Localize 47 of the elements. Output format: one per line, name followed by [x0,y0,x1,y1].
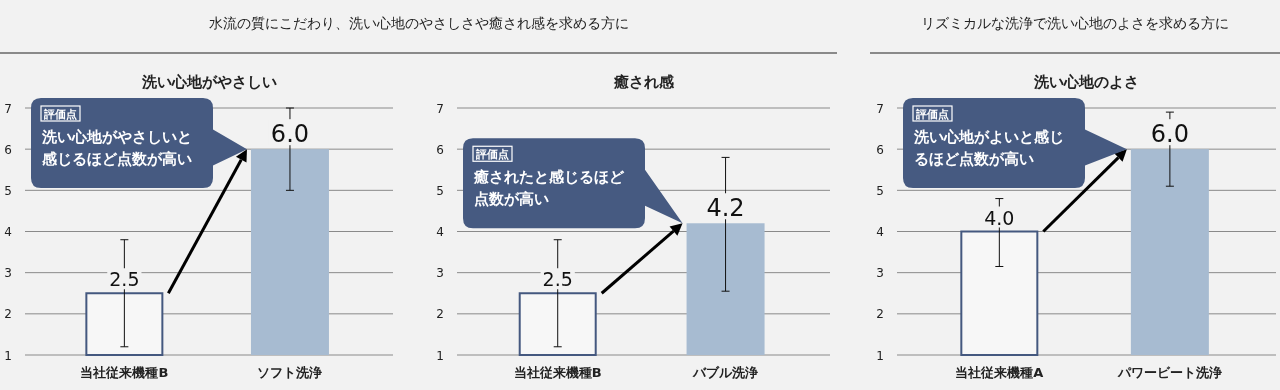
data-label: 6.0 [270,120,310,149]
data-label: 4.0 [984,206,1015,229]
y-tick-label: 7 [436,101,444,116]
y-tick-label: 5 [876,183,884,198]
callout: 評価点 癒されたと感じるほど点数が高い [463,138,683,229]
y-tick-label: 5 [436,183,444,198]
callout: 評価点 洗い心地がよいと感じるほど点数が高い [903,98,1127,188]
y-tick-label: 4 [4,225,12,239]
y-tick-label: 7 [876,101,884,116]
y-tick-label: 1 [436,348,444,363]
y-tick-label: 4 [436,225,444,239]
y-tick-label: 6 [876,142,884,157]
data-label: 6.0 [1150,120,1189,149]
chart-title: 癒され感 [612,73,675,91]
x-tick-label: パワービート洗浄 [1116,365,1222,380]
y-tick-label: 3 [436,266,444,281]
y-tick-label: 6 [436,142,444,157]
y-tick-label: 2 [876,307,884,322]
y-tick-label: 1 [876,348,884,363]
y-tick-label: 3 [876,266,884,281]
annotation: 評価点 [43,108,77,121]
annotation: 洗い心地がやさしいと感じるほど点数が高い [41,128,192,168]
chart-subtitle: 水流の質にこだわり、洗い心地のやさしさや癒され感を求める方に [208,15,629,31]
y-tick-label: 7 [4,101,12,116]
x-tick-label: 当社従来機種B [80,365,169,380]
y-tick-label: 4 [876,225,884,239]
y-tick-label: 2 [436,307,444,322]
chart-title: 洗い心地がやさしい [140,73,277,91]
y-tick-label: 2 [4,307,12,322]
x-tick-label: ソフト洗浄 [257,365,323,380]
annotation: 洗い心地がよいと感じるほど点数が高い [913,128,1064,168]
x-tick-label: 当社従来機種B [513,365,602,380]
chart-title: 洗い心地のよさ [1033,73,1139,91]
y-tick-label: 3 [4,266,12,281]
callout: 評価点 洗い心地がやさしいと感じるほど点数が高い [31,98,247,188]
annotation: 評価点 [475,148,509,162]
x-tick-label: 当社従来機種A [955,365,1044,380]
data-label: 4.2 [706,194,745,223]
data-label: 2.5 [109,268,140,291]
y-tick-label: 1 [4,348,12,363]
data-label: 2.5 [542,268,573,291]
y-tick-label: 6 [4,142,12,157]
chart-subtitle: リズミカルな洗浄で洗い心地のよさを求める方に [921,15,1229,31]
y-tick-label: 5 [4,183,12,198]
annotation: 癒されたと感じるほど点数が高い [473,168,625,209]
x-tick-label: バブル洗浄 [692,365,759,380]
annotation: 評価点 [915,108,949,121]
